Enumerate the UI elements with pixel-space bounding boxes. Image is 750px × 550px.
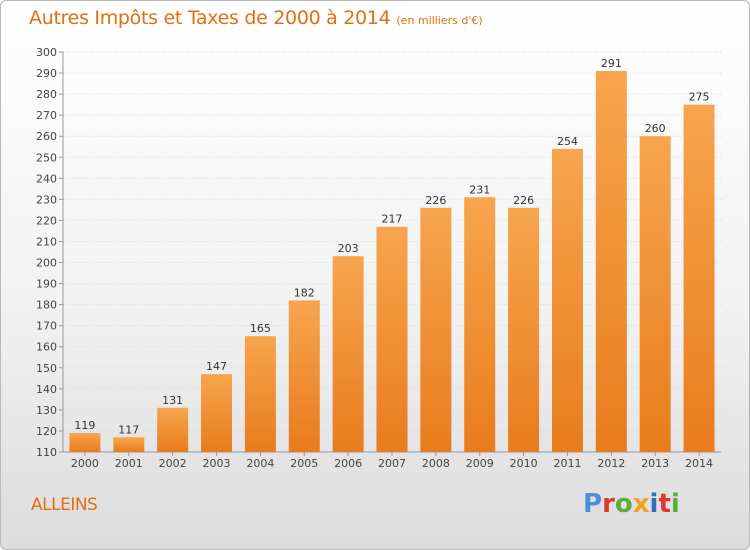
- bar-2005: [288, 300, 320, 452]
- logo-letter: i: [670, 489, 680, 519]
- bar-2014: [683, 104, 715, 452]
- x-tick-label-2002: 2002: [159, 457, 187, 470]
- x-tick-label-2005: 2005: [290, 457, 318, 470]
- x-tick-label-2006: 2006: [334, 457, 362, 470]
- bar-2004: [244, 336, 276, 452]
- data-label-2013: 260: [645, 122, 666, 135]
- x-tick-label-2013: 2013: [641, 457, 669, 470]
- data-label-2002: 131: [162, 394, 183, 407]
- y-tick-label: 240: [36, 172, 57, 185]
- data-label-2006: 203: [338, 242, 359, 255]
- x-tick-label-2007: 2007: [378, 457, 406, 470]
- x-tick-label-2010: 2010: [510, 457, 538, 470]
- logo-letter: o: [614, 489, 633, 519]
- data-label-2010: 226: [513, 194, 534, 207]
- proxiti-logo: Proxiti: [583, 489, 680, 519]
- y-tick-label: 220: [36, 214, 57, 227]
- data-label-2001: 117: [118, 423, 139, 436]
- bar-2009: [464, 197, 496, 452]
- y-tick-label: 110: [36, 446, 57, 459]
- chart-title: Autres Impôts et Taxes de 2000 à 2014 (en…: [29, 7, 483, 29]
- x-tick-label-2009: 2009: [466, 457, 494, 470]
- chart-unit-text: (en milliers d'€): [396, 14, 483, 27]
- bar-2011: [551, 148, 583, 452]
- logo-letter: t: [658, 489, 671, 519]
- data-label-2008: 226: [425, 194, 446, 207]
- y-tick-label: 150: [36, 362, 57, 375]
- y-tick-label: 250: [36, 151, 57, 164]
- commune-name: ALLEINS: [31, 495, 98, 515]
- bar-2001: [113, 437, 145, 452]
- y-tick-label: 290: [36, 67, 57, 80]
- data-label-2003: 147: [206, 360, 227, 373]
- logo-letter: i: [649, 489, 659, 519]
- logo-letter: x: [632, 489, 650, 519]
- y-tick-label: 230: [36, 193, 57, 206]
- y-tick-label: 170: [36, 320, 57, 333]
- x-tick-label-2012: 2012: [597, 457, 625, 470]
- data-label-2009: 231: [469, 183, 490, 196]
- data-label-2005: 182: [294, 286, 315, 299]
- x-tick-label-2014: 2014: [685, 457, 713, 470]
- data-label-2000: 119: [74, 419, 95, 432]
- bar-2008: [420, 207, 452, 452]
- bar-2007: [376, 226, 408, 452]
- y-tick-label: 280: [36, 88, 57, 101]
- y-tick-label: 260: [36, 130, 57, 143]
- x-tick-label-2003: 2003: [203, 457, 231, 470]
- y-tick-label: 270: [36, 109, 57, 122]
- bar-2013: [639, 136, 671, 453]
- x-tick-label-2011: 2011: [553, 457, 581, 470]
- y-tick-label: 180: [36, 299, 57, 312]
- logo-letter: r: [602, 489, 615, 519]
- bar-2002: [157, 407, 189, 452]
- data-label-2012: 291: [601, 57, 622, 70]
- bar-2000: [69, 433, 101, 452]
- logo-letter: P: [583, 489, 603, 519]
- data-label-2011: 254: [557, 135, 578, 148]
- x-tick-label-2001: 2001: [115, 457, 143, 470]
- y-tick-label: 190: [36, 278, 57, 291]
- data-label-2007: 217: [382, 213, 403, 226]
- y-tick-label: 130: [36, 404, 57, 417]
- x-tick-label-2000: 2000: [71, 457, 99, 470]
- bar-2012: [595, 70, 627, 453]
- chart-title-text: Autres Impôts et Taxes de 2000 à 2014: [29, 7, 391, 29]
- y-tick-label: 300: [36, 46, 57, 59]
- bar-2003: [201, 374, 233, 452]
- y-tick-label: 200: [36, 257, 57, 270]
- data-label-2014: 275: [689, 91, 710, 104]
- bar-2006: [332, 256, 364, 452]
- bar-2010: [508, 207, 540, 452]
- data-label-2004: 165: [250, 322, 271, 335]
- x-tick-label-2008: 2008: [422, 457, 450, 470]
- y-tick-label: 140: [36, 383, 57, 396]
- x-tick-label-2004: 2004: [246, 457, 274, 470]
- y-tick-label: 120: [36, 425, 57, 438]
- y-tick-label: 160: [36, 341, 57, 354]
- y-tick-label: 210: [36, 235, 57, 248]
